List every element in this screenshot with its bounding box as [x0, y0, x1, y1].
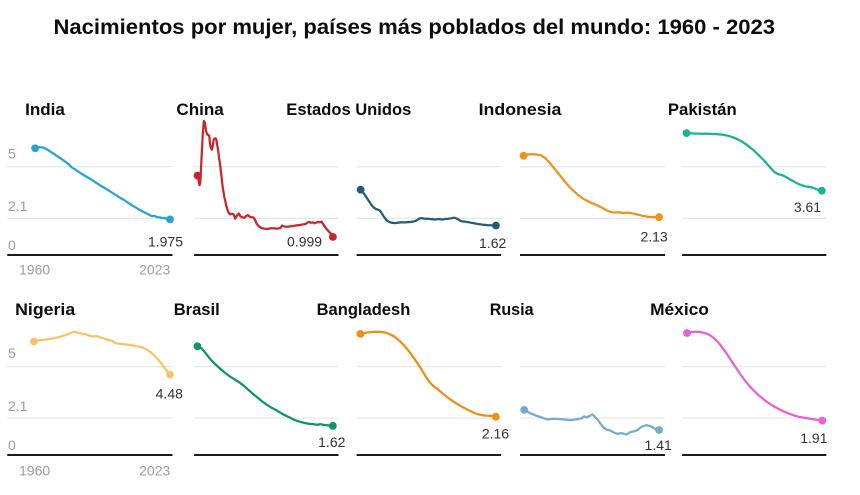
svg-text:2023: 2023	[139, 462, 170, 478]
svg-text:Rusia: Rusia	[490, 300, 534, 319]
svg-text:Bangladesh: Bangladesh	[317, 300, 411, 319]
svg-text:Brasil: Brasil	[174, 300, 220, 319]
svg-text:1.91: 1.91	[800, 430, 827, 446]
svg-text:1960: 1960	[19, 262, 50, 278]
svg-text:0.999: 0.999	[287, 234, 322, 250]
svg-text:2.13: 2.13	[640, 228, 667, 244]
svg-text:0: 0	[8, 437, 16, 453]
svg-text:1.975: 1.975	[148, 233, 183, 249]
svg-text:2.1: 2.1	[8, 198, 28, 214]
svg-text:Estados Unidos: Estados Unidos	[286, 100, 411, 119]
svg-text:India: India	[25, 100, 65, 119]
svg-text:1960: 1960	[19, 462, 50, 478]
svg-text:2023: 2023	[139, 262, 170, 278]
svg-text:3.61: 3.61	[794, 199, 821, 215]
svg-text:Nacimientos por mujer, países: Nacimientos por mujer, países más poblad…	[54, 16, 775, 39]
svg-text:México: México	[650, 300, 709, 319]
svg-text:1.41: 1.41	[645, 437, 672, 453]
svg-text:1.62: 1.62	[318, 434, 345, 450]
svg-text:Indonesia: Indonesia	[479, 100, 562, 119]
svg-text:5: 5	[8, 345, 16, 361]
svg-text:1.62: 1.62	[479, 235, 506, 251]
svg-text:0: 0	[8, 237, 16, 253]
svg-text:4.48: 4.48	[156, 386, 183, 402]
svg-text:Pakistán: Pakistán	[668, 100, 737, 119]
svg-text:2.16: 2.16	[482, 425, 509, 441]
svg-text:China: China	[176, 100, 224, 119]
svg-text:2.1: 2.1	[8, 398, 28, 414]
svg-text:5: 5	[8, 145, 16, 161]
svg-text:Nigeria: Nigeria	[15, 300, 76, 319]
